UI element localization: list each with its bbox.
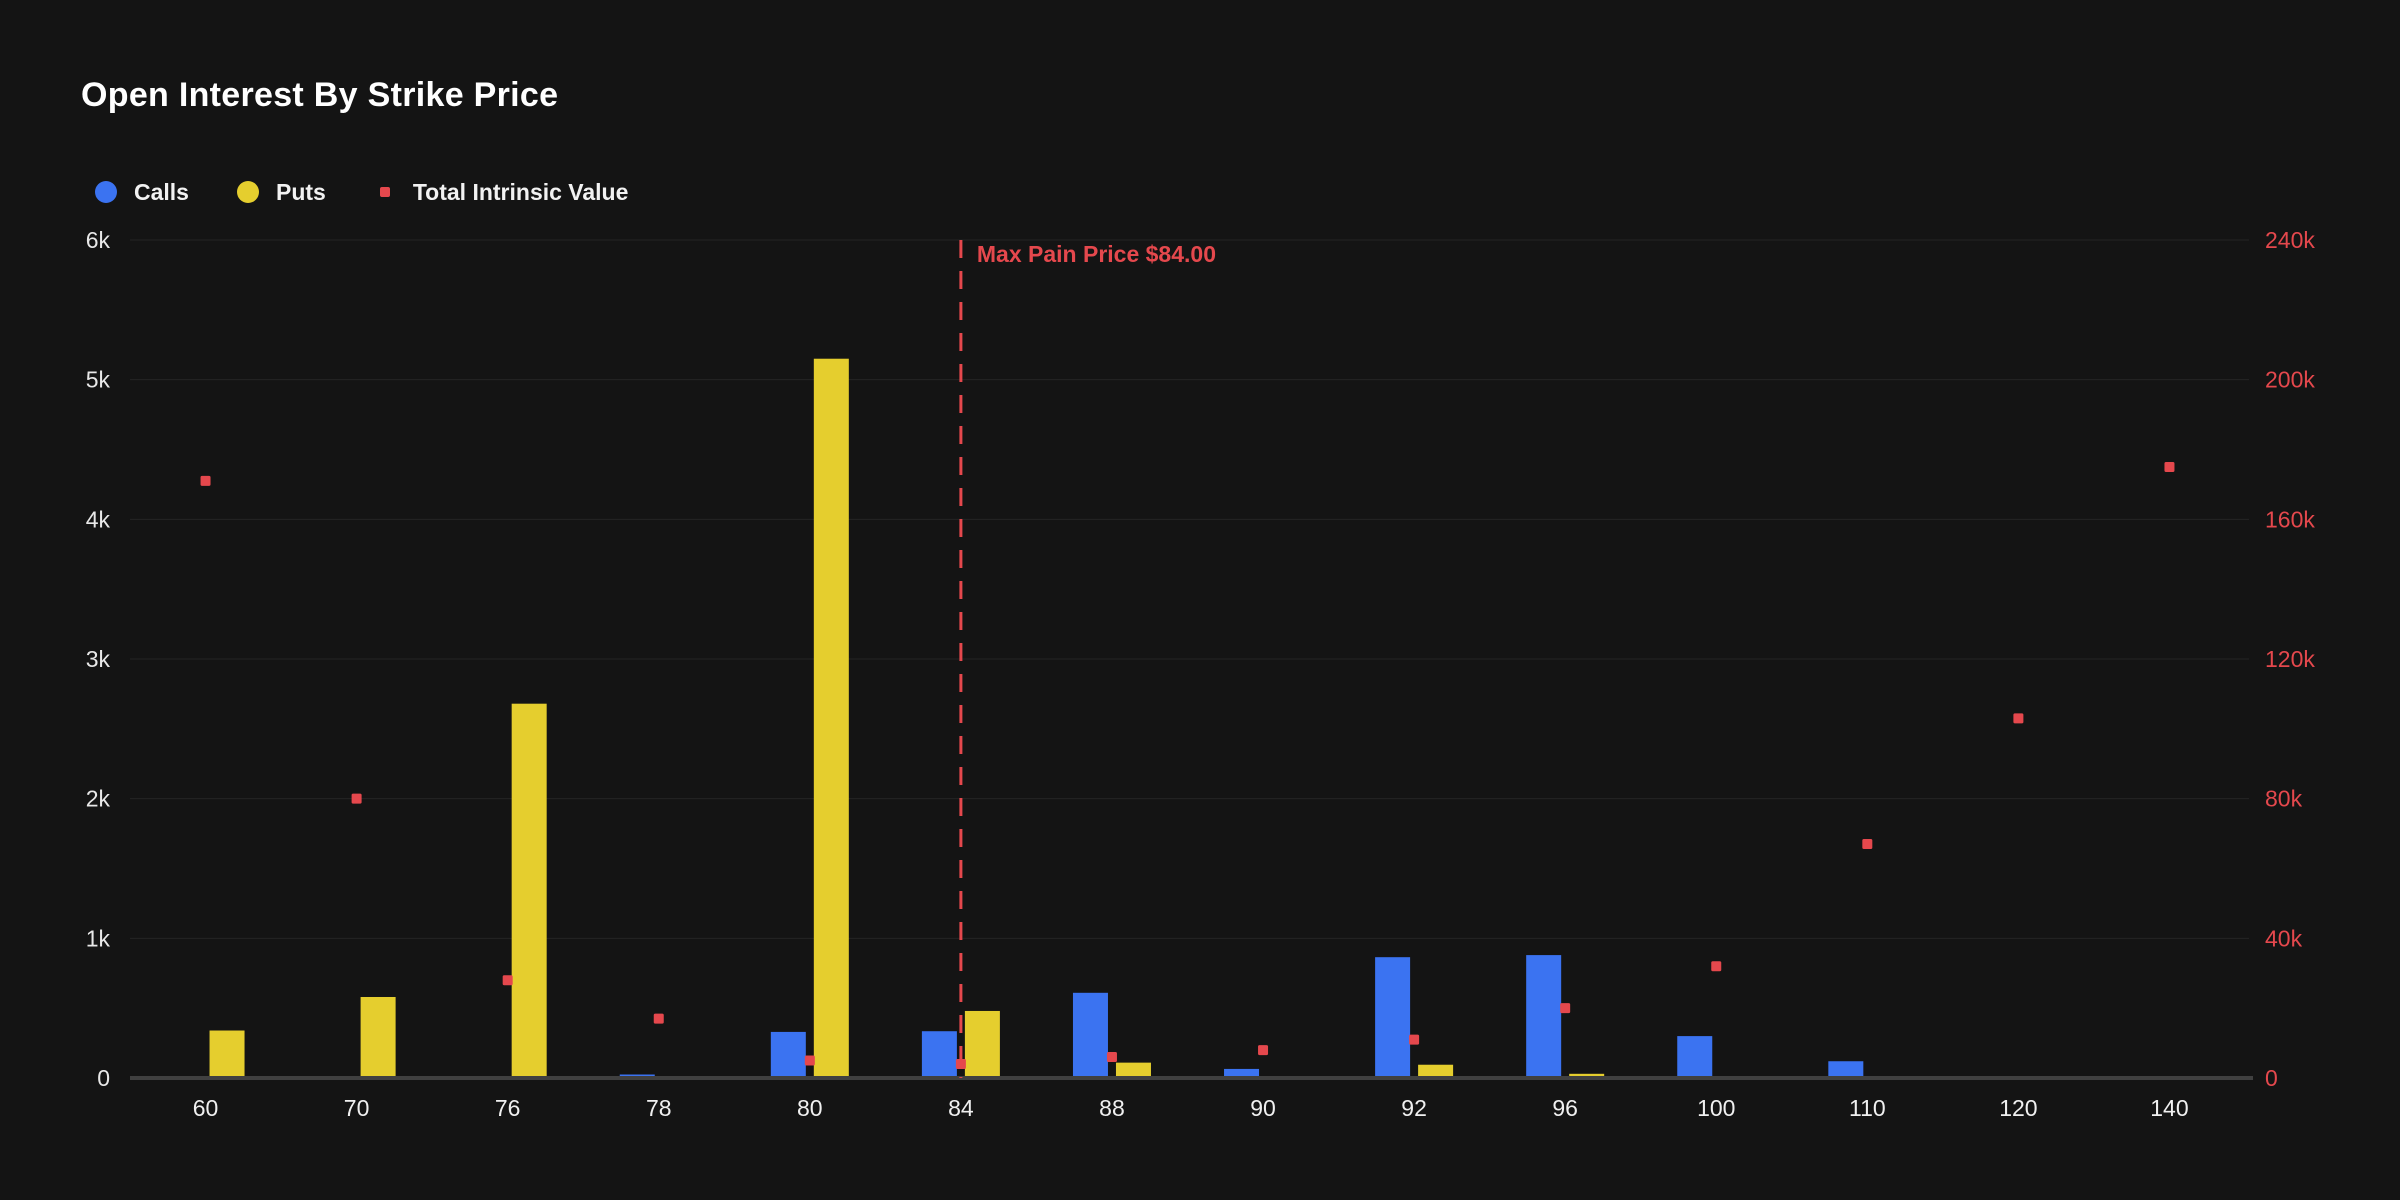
bar-calls-110[interactable] [1828, 1061, 1864, 1078]
point-intrinsic-140[interactable] [2164, 461, 2175, 472]
x-axis-label-110: 110 [1849, 1095, 1886, 1121]
x-axis-label-90: 90 [1250, 1095, 1276, 1121]
y-axis-right-label-200k: 200k [2265, 367, 2315, 393]
x-axis-label-120: 120 [1999, 1095, 2037, 1121]
y-axis-left-label-1k: 1k [86, 925, 111, 951]
point-intrinsic-92[interactable] [1409, 1034, 1420, 1045]
chart-title: Open Interest By Strike Price [81, 76, 559, 114]
x-axis-label-92: 92 [1401, 1095, 1427, 1121]
point-intrinsic-120[interactable] [2013, 713, 2024, 724]
puts-series-swatch-icon [236, 181, 259, 203]
bar-calls-92[interactable] [1375, 957, 1411, 1078]
calls-series-swatch-icon [95, 181, 117, 203]
bar-puts-92[interactable] [1418, 1064, 1454, 1078]
legend-label-puts: Puts [275, 179, 326, 205]
legend-label-total-intrinsic-value: Total Intrinsic Value [412, 179, 629, 205]
intrinsic-series-swatch-icon [379, 187, 390, 197]
y-axis-right-label-240k: 240k [2265, 227, 2315, 253]
y-axis-right-label-160k: 160k [2265, 506, 2315, 532]
x-axis-label-76: 76 [495, 1095, 521, 1121]
bar-calls-80[interactable] [770, 1031, 806, 1078]
x-axis-label-80: 80 [797, 1095, 823, 1121]
bar-puts-88[interactable] [1115, 1062, 1151, 1078]
puts-marker-wrap [236, 181, 259, 203]
bar-calls-84[interactable] [921, 1031, 957, 1078]
bar-calls-100[interactable] [1677, 1036, 1713, 1078]
y-axis-right-label-120k: 120k [2265, 646, 2315, 672]
y-axis-left-label-6k: 6k [86, 227, 111, 253]
point-intrinsic-88[interactable] [1106, 1052, 1117, 1063]
x-axis-label-78: 78 [646, 1095, 672, 1121]
point-intrinsic-78[interactable] [653, 1013, 664, 1024]
max-pain-annotation: Max Pain Price $84.00 [976, 241, 1216, 267]
x-axis-label-60: 60 [193, 1095, 219, 1121]
point-intrinsic-60[interactable] [200, 475, 211, 486]
intrinsic-marker-wrap [374, 181, 396, 203]
bar-puts-80[interactable] [813, 358, 849, 1078]
legend-item-calls[interactable]: Calls [95, 180, 189, 204]
y-axis-left-label-5k: 5k [86, 367, 111, 393]
legend: Calls Puts Total Intrinsic Value [95, 180, 628, 204]
x-axis-label-88: 88 [1099, 1095, 1125, 1121]
bar-puts-96[interactable] [1569, 1073, 1605, 1078]
bar-puts-60[interactable] [209, 1030, 245, 1078]
x-axis-label-140: 140 [2150, 1095, 2188, 1121]
y-axis-left-label-4k: 4k [86, 506, 111, 532]
legend-item-puts[interactable]: Puts [236, 179, 326, 205]
x-axis-label-100: 100 [1697, 1095, 1735, 1121]
y-axis-right-label-80k: 80k [2265, 786, 2303, 812]
x-axis-label-84: 84 [948, 1095, 974, 1121]
y-axis-left-label-3k: 3k [86, 646, 111, 672]
point-intrinsic-90[interactable] [1258, 1045, 1269, 1056]
y-axis-left-label-0: 0 [97, 1065, 110, 1091]
point-intrinsic-100[interactable] [1711, 961, 1722, 972]
point-intrinsic-70[interactable] [351, 793, 362, 804]
point-intrinsic-76[interactable] [502, 975, 513, 986]
y-axis-right-label-40k: 40k [2265, 925, 2303, 951]
y-axis-left-label-2k: 2k [86, 786, 111, 812]
point-intrinsic-110[interactable] [1862, 839, 1873, 850]
legend-label-calls: Calls [134, 179, 189, 205]
legend-item-total-intrinsic-value[interactable]: Total Intrinsic Value [374, 179, 629, 205]
point-intrinsic-84[interactable] [955, 1059, 966, 1070]
bar-calls-88[interactable] [1072, 992, 1108, 1078]
bar-calls-90[interactable] [1224, 1068, 1260, 1078]
bar-calls-96[interactable] [1526, 955, 1562, 1078]
bar-puts-84[interactable] [964, 1010, 1000, 1078]
y-axis-right-label-0: 0 [2265, 1065, 2278, 1091]
bar-puts-76[interactable] [511, 703, 547, 1078]
x-axis-label-96: 96 [1552, 1095, 1578, 1121]
x-axis-label-70: 70 [344, 1095, 370, 1121]
bar-puts-70[interactable] [360, 996, 396, 1078]
calls-marker-wrap [95, 181, 117, 203]
point-intrinsic-80[interactable] [804, 1055, 815, 1066]
point-intrinsic-96[interactable] [1560, 1003, 1571, 1014]
